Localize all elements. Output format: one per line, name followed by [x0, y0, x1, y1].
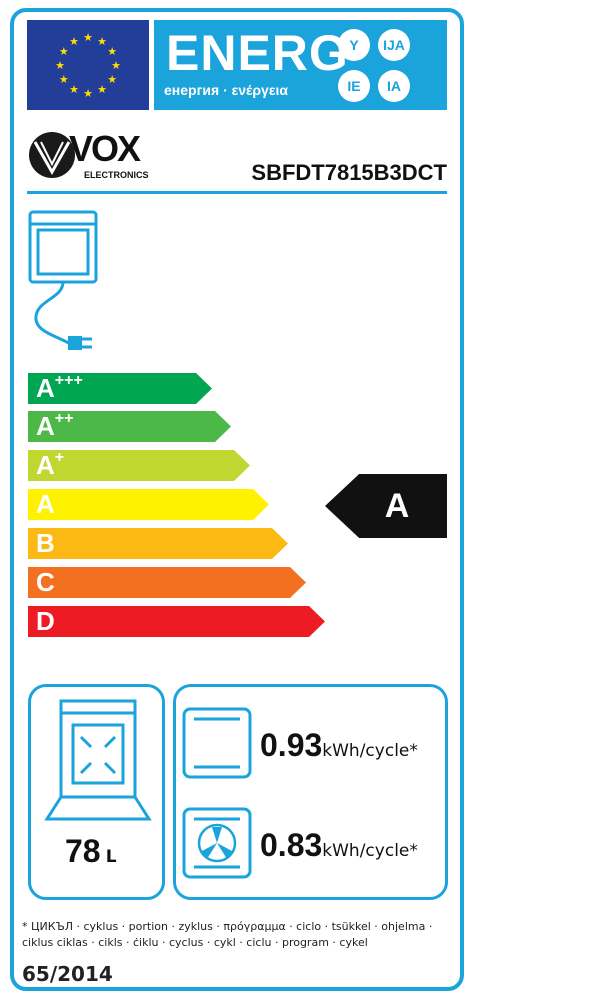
- consumption-box: 0.93kWh/cycle* 0.83kWh/cycle*: [173, 684, 448, 900]
- scale-letter: B: [36, 528, 55, 558]
- suffix-circle: IA: [378, 70, 410, 102]
- eu-star-icon: ★: [111, 59, 121, 72]
- oven-cavity-icon: [44, 699, 152, 821]
- consumption-fan: 0.83kWh/cycle*: [260, 827, 418, 864]
- scale-bar-a: A: [28, 489, 269, 520]
- regulation-number: 65/2014: [22, 962, 113, 986]
- suffix-circle: IJA: [378, 29, 410, 61]
- suffix-circle: IE: [338, 70, 370, 102]
- eu-star-icon: ★: [107, 45, 117, 58]
- footnote: * ЦИКЪЛ · cyklus · portion · zyklus · πρ…: [22, 920, 433, 949]
- scale-letter: A: [36, 489, 55, 519]
- scale-bar-app: A++: [28, 411, 231, 442]
- brand-name: VOX: [69, 128, 141, 169]
- scale-plus: +: [54, 449, 65, 466]
- eu-star-icon: ★: [97, 35, 107, 48]
- eu-star-icon: ★: [83, 87, 93, 100]
- energy-subtitle: енергия · ενέργεια: [164, 82, 288, 98]
- electric-oven-icon: [28, 210, 98, 350]
- model-number: SBFDT7815B3DCT: [251, 160, 447, 185]
- consumption-unit: kWh/cycle*: [322, 841, 418, 861]
- eu-star-icon: ★: [69, 35, 79, 48]
- volume-value: 78: [65, 833, 101, 869]
- suffix-circle: Y: [338, 29, 370, 61]
- scale-bar-b: B: [28, 528, 288, 559]
- label-frame: [10, 8, 464, 991]
- scale-letter: A: [36, 450, 55, 480]
- fan-heating-icon: [182, 807, 252, 879]
- eu-star-icon: ★: [69, 83, 79, 96]
- consumption-value: 0.93: [260, 727, 323, 763]
- eu-star-icon: ★: [59, 73, 69, 86]
- scale-letter: C: [36, 567, 55, 597]
- eu-star-icon: ★: [97, 83, 107, 96]
- scale-bar-d: D: [28, 606, 325, 637]
- eu-star-icon: ★: [107, 73, 117, 86]
- scale-letter: D: [36, 606, 55, 636]
- brand-tagline: ELECTRONICS: [84, 170, 149, 180]
- divider: [27, 191, 447, 194]
- scale-bar-ap: A+: [28, 450, 250, 481]
- volume-box: 78 L: [28, 684, 165, 900]
- scale-bar-c: C: [28, 567, 306, 598]
- brand-logo: VOX ELECTRONICS: [27, 128, 167, 182]
- eu-star-icon: ★: [83, 31, 93, 44]
- eu-star-icon: ★: [55, 59, 65, 72]
- energy-banner: ENERG енергия · ενέργεια Y IJA IE IA: [154, 20, 447, 110]
- scale-letter: A: [36, 373, 55, 403]
- scale-plus: ++: [54, 410, 74, 427]
- consumption-value: 0.83: [260, 827, 323, 863]
- volume-readout: 78 L: [65, 833, 117, 870]
- scale-plus: +++: [54, 372, 83, 389]
- consumption-conventional: 0.93kWh/cycle*: [260, 727, 418, 764]
- conventional-heating-icon: [182, 707, 252, 779]
- eu-flag: ★ ★ ★ ★ ★ ★ ★ ★ ★ ★ ★ ★: [27, 20, 149, 110]
- energy-title: ENERG: [166, 25, 349, 81]
- vox-emblem-icon: [29, 132, 75, 178]
- consumption-unit: kWh/cycle*: [322, 741, 418, 761]
- scale-letter: A: [36, 411, 55, 441]
- volume-unit: L: [105, 847, 117, 867]
- scale-bar-appp: A+++: [28, 373, 212, 404]
- eu-star-icon: ★: [59, 45, 69, 58]
